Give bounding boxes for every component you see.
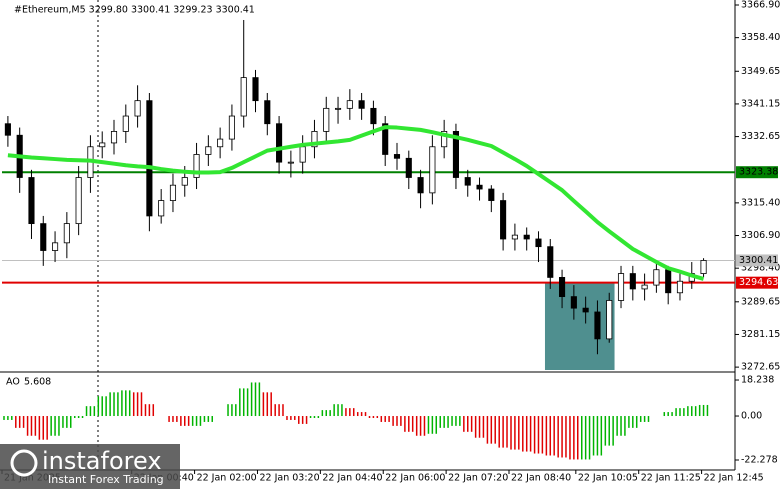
candle-body — [228, 115, 235, 140]
y-tick-label: 3349.65 — [741, 66, 780, 77]
shaded-zone — [544, 282, 615, 370]
level-label: 3294.63 — [739, 277, 778, 288]
candle-body — [311, 131, 318, 148]
ao-value: 5.608 — [24, 377, 51, 388]
candle-body — [393, 154, 401, 159]
y-tick-label: -22.278 — [741, 455, 778, 466]
candle-body — [205, 146, 212, 155]
candle-body — [181, 177, 188, 186]
candle-body — [28, 177, 35, 225]
candle-body — [653, 269, 660, 286]
x-tick-label: 22 Jan 12:45 — [704, 473, 764, 484]
candle-body — [547, 246, 554, 278]
level-label-bg — [736, 166, 778, 179]
level-label-bg — [736, 276, 778, 289]
candle-body — [535, 238, 542, 248]
candle-body — [405, 157, 412, 178]
y-tick-label: 3341.15 — [741, 98, 780, 109]
y-tick-label: 3358.40 — [741, 32, 780, 43]
x-tick-label: 22 Jan 07:20 — [448, 473, 508, 484]
candle-body — [75, 177, 82, 225]
candle-body — [370, 107, 377, 125]
candle-body — [252, 77, 259, 102]
y-tick-label: 3272.65 — [741, 362, 780, 373]
candle-body — [287, 161, 294, 164]
x-tick-label: 22 Jan 08:40 — [511, 473, 571, 484]
candle-body — [158, 200, 165, 217]
chart-title: #Ethereum,M5 3299.80 3300.41 3299.23 330… — [14, 5, 255, 16]
candle-body — [346, 100, 353, 109]
x-tick-label: 22 Jan 10:05 — [578, 473, 638, 484]
y-tick-label: 3315.40 — [741, 197, 780, 208]
candle-body — [429, 146, 436, 194]
x-tick-label: 22 Jan 06:00 — [385, 473, 445, 484]
candle-body — [52, 242, 59, 251]
candle-body — [511, 234, 518, 240]
candle-body — [570, 296, 577, 309]
candle-body — [264, 100, 271, 125]
candle-body — [665, 269, 672, 294]
watermark: instaforex Instant Forex Trading — [0, 444, 180, 489]
y-tick-label: 3366.90 — [741, 0, 780, 10]
candle-body — [169, 184, 177, 201]
ao-title: AO — [6, 377, 20, 388]
y-tick-label: 3289.65 — [741, 296, 780, 307]
candle-body — [417, 177, 424, 194]
candle-body — [676, 280, 684, 294]
x-tick-label: 22 Jan 11:25 — [641, 473, 701, 484]
level-label: 3323.38 — [739, 167, 778, 178]
candle-body — [122, 115, 129, 132]
candle-body — [240, 77, 247, 117]
x-tick-label: 22 Jan 02:00 — [197, 473, 257, 484]
candle-body — [617, 273, 625, 301]
candle-body — [582, 307, 589, 313]
logo-tagline: Instant Forex Trading — [48, 473, 164, 486]
y-tick-label: 3306.90 — [741, 230, 780, 241]
logo-brand: instaforex — [42, 447, 162, 475]
ao-pane: 18.238 0.00 -22.278 AO 5.608 — [3, 375, 778, 466]
candle-body — [217, 138, 224, 148]
level-label: 3300.41 — [739, 255, 778, 266]
candle-body — [4, 123, 11, 136]
candle-body — [334, 107, 342, 110]
candle-body — [146, 100, 153, 217]
candle-body — [452, 131, 460, 178]
candle-body — [488, 188, 495, 201]
candle-body — [110, 131, 118, 144]
candle-body — [700, 260, 707, 274]
candle-body — [193, 154, 200, 178]
x-tick-label: 22 Jan 03:20 — [259, 473, 319, 484]
candle-body — [441, 131, 448, 148]
candle-body — [594, 311, 601, 340]
candle-body — [476, 184, 483, 190]
level-label-bg — [736, 254, 778, 267]
y-tick-label: 3281.15 — [741, 329, 780, 340]
moving-average — [7, 125, 705, 281]
candle-body — [276, 123, 283, 163]
candle-body — [323, 107, 330, 132]
candle-body — [500, 200, 507, 240]
candle-body — [606, 300, 613, 340]
candle-body — [134, 100, 141, 117]
y-tick-label: 18.238 — [741, 375, 774, 386]
candle-body — [63, 223, 70, 244]
candle-body — [40, 223, 47, 251]
candle-body — [641, 284, 648, 290]
candle-body — [99, 142, 106, 148]
candle-body — [299, 146, 306, 163]
y-tick-label: 0.00 — [741, 411, 762, 422]
candle-body — [559, 277, 566, 298]
candle-body — [523, 234, 530, 240]
logo-icon — [10, 449, 38, 477]
candle-body — [629, 273, 636, 290]
candle-body — [464, 177, 471, 186]
y-tick-label: 3298.40 — [741, 263, 780, 274]
x-tick-label: 22 Jan 04:40 — [322, 473, 382, 484]
y-tick-label: 3332.65 — [741, 131, 780, 142]
candle-body — [382, 123, 389, 155]
candle-body — [358, 100, 365, 109]
